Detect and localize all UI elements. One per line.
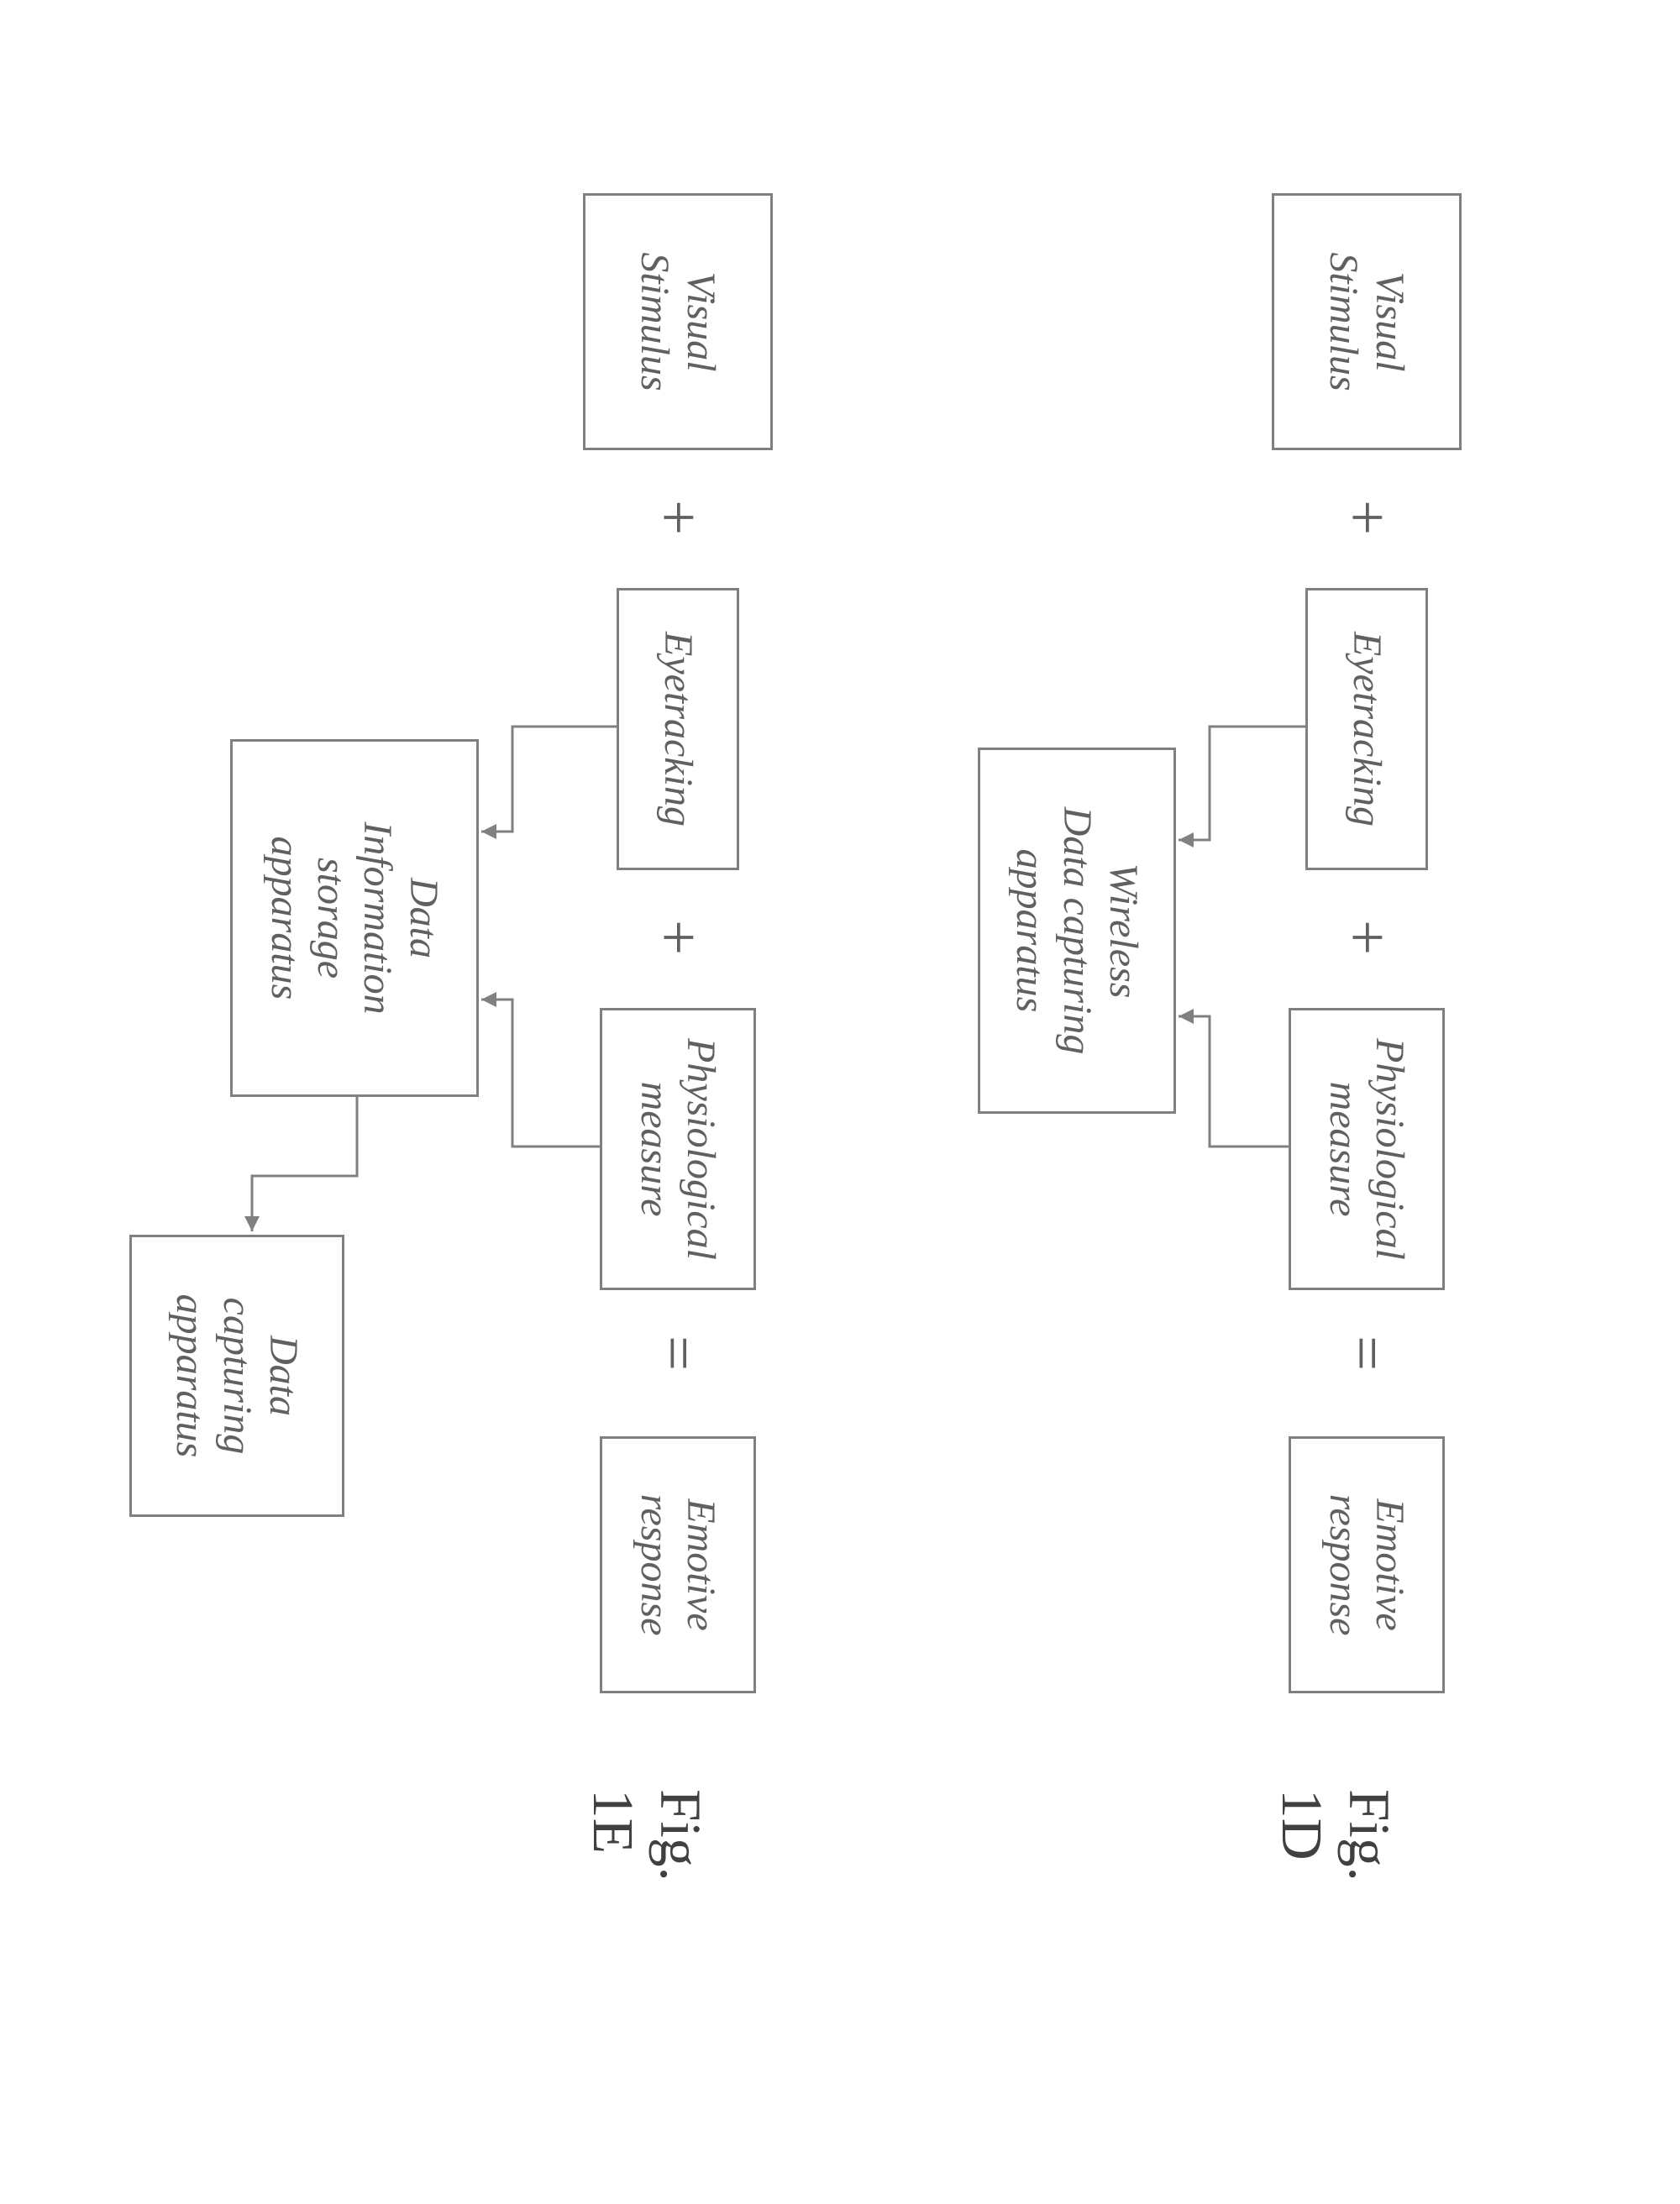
figE-eyetracking-box: Eyetracking (617, 588, 739, 870)
figE-visual-stimulus-box: VisualStimulus (583, 193, 773, 450)
figE-storage-box: DataInformationstorageapparatus (230, 739, 479, 1097)
figD-visual-stimulus-box: VisualStimulus (1272, 193, 1462, 450)
figD-eyetracking-box: Eyetracking (1305, 588, 1428, 870)
figD-wireless-capture-box: WirelessData capturingapparatus (978, 748, 1176, 1114)
figD-equals: = (1331, 1336, 1403, 1371)
figE-plus2: + (642, 920, 714, 955)
figE-equals: = (642, 1336, 714, 1371)
figD-emotive-box: Emotiveresponse (1289, 1436, 1445, 1693)
diagram-canvas-rotated: VisualStimulus + Eyetracking + Physiolog… (0, 0, 1680, 1680)
figD-physiological-box: Physiologicalmeasure (1289, 1008, 1445, 1290)
figD-plus1: + (1331, 500, 1403, 535)
figE-plus1: + (642, 500, 714, 535)
figE-emotive-box: Emotiveresponse (600, 1436, 756, 1693)
figD-connectors (840, 0, 1680, 2204)
figE-label: Fig. 1E (580, 1789, 714, 1881)
figE-capture-box: Datacapturingapparatus (129, 1235, 344, 1517)
figD-plus2: + (1331, 920, 1403, 955)
figD-label: Fig. 1D (1268, 1789, 1403, 1881)
figE-physiological-box: Physiologicalmeasure (600, 1008, 756, 1290)
